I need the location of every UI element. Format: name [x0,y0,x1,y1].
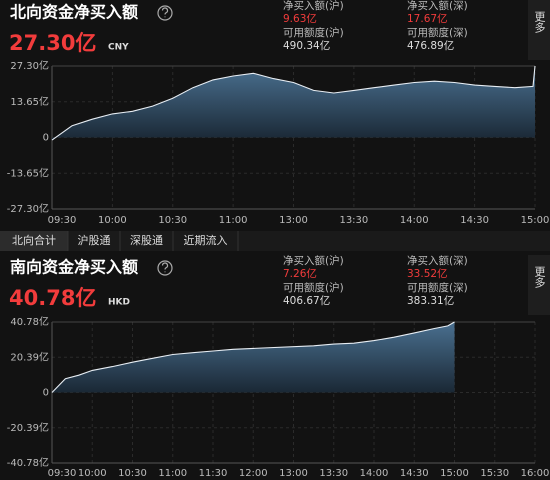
y-tick-label: 13.65亿 [10,95,49,108]
tab[interactable]: 沪股通 [78,233,111,247]
stat-value: 490.34亿 [283,39,330,52]
x-tick-label: 10:30 [118,468,147,479]
y-tick-label: 0 [43,133,49,144]
tab-bar [0,231,550,251]
net-value: 40.78亿 [9,286,96,310]
net-value: 27.30亿 [9,31,96,55]
more-button[interactable]: 更多 [533,266,546,289]
x-tick-label: 13:30 [319,468,348,479]
stat-value: 17.67亿 [407,12,448,25]
tab[interactable]: 近期流入 [184,233,228,247]
help-icon[interactable] [157,5,173,21]
area-line [51,65,536,141]
more-button[interactable]: 更多 [533,11,546,34]
more-bg [528,255,550,315]
x-tick-label: 15:00 [521,215,550,226]
stat-label: 净买入额(深) [407,254,468,267]
y-tick-label: 20.39亿 [10,350,49,363]
x-tick-label: 11:00 [158,468,187,479]
y-tick-label: 27.30亿 [10,59,49,72]
panel-title: 南向资金净买入额 [10,258,138,277]
x-tick-label: 13:00 [279,468,308,479]
x-tick-label: 11:30 [199,468,228,479]
help-icon-mark [161,262,169,273]
x-tick-label: 10:00 [78,468,107,479]
currency: CNY [108,43,129,53]
x-tick-label: 10:30 [158,215,187,226]
area-fill [52,322,455,393]
stat-label: 可用额度(深) [407,26,468,39]
stat-label: 净买入额(深) [407,0,468,12]
x-tick-label: 13:00 [279,215,308,226]
tab-active-bg [0,231,68,251]
stat-label: 净买入额(沪) [283,0,344,12]
y-tick-label: -13.65亿 [7,166,49,179]
stat-value: 476.89亿 [407,39,454,52]
x-tick-label: 14:00 [360,468,389,479]
area-line [51,321,455,393]
help-icon-mark [161,7,169,18]
x-tick-label: 09:30 [48,215,77,226]
y-tick-label: 0 [43,388,49,399]
stat-value: 7.26亿 [283,267,317,280]
stat-value: 383.31亿 [407,294,454,307]
area-fill [52,66,535,141]
stat-label: 可用额度(沪) [283,281,344,294]
stat-value: 406.67亿 [283,294,330,307]
more-bg [528,0,550,60]
x-tick-label: 11:00 [219,215,248,226]
stat-value: 33.52亿 [407,267,448,280]
x-tick-label: 12:00 [239,468,268,479]
x-tick-label: 13:30 [339,215,368,226]
x-tick-label: 14:00 [400,215,429,226]
x-tick-label: 14:30 [460,215,489,226]
tab[interactable]: 深股通 [130,234,163,247]
x-tick-label: 09:30 [48,468,77,479]
currency: HKD [108,298,130,308]
x-tick-label: 14:30 [400,468,429,479]
stat-label: 可用额度(深) [407,281,468,294]
x-tick-label: 16:00 [521,468,550,479]
x-tick-label: 10:00 [98,215,127,226]
stat-label: 净买入额(沪) [283,254,344,267]
y-tick-label: -40.78亿 [7,456,49,469]
panel-title: 北向资金净买入额 [10,3,138,22]
y-tick-label: -27.30亿 [7,202,49,215]
y-tick-label: -20.39亿 [7,421,49,434]
tab[interactable]: 北向合计 [12,233,56,247]
stat-label: 可用额度(沪) [283,26,344,39]
y-tick-label: 40.78亿 [10,315,49,328]
stat-value: 9.63亿 [283,12,317,25]
help-icon[interactable] [157,260,173,276]
x-tick-label: 15:00 [440,468,469,479]
x-tick-label: 15:30 [480,468,509,479]
